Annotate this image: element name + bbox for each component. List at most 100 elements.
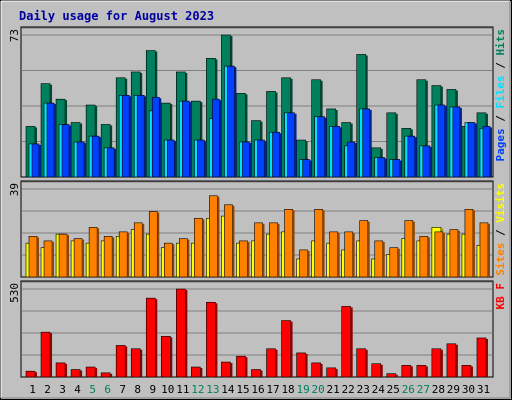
bar-side	[80, 370, 83, 377]
bar	[31, 143, 40, 178]
y-axis-max-label: 39	[8, 183, 21, 196]
bar-side	[337, 232, 340, 277]
bar-side	[39, 144, 41, 177]
bar	[461, 365, 472, 378]
bar	[58, 233, 68, 278]
bar-side	[159, 98, 162, 177]
bar	[326, 367, 336, 378]
bar-side	[189, 102, 192, 177]
bar-side	[114, 148, 117, 177]
bar	[206, 301, 216, 378]
x-tick-label: 17	[266, 383, 279, 396]
x-tick-label: 7	[119, 383, 126, 396]
bar	[191, 366, 201, 378]
bar-side	[459, 107, 462, 177]
bar-side	[50, 333, 53, 377]
bar-side	[264, 141, 267, 177]
bar	[100, 372, 111, 378]
legend-entry: Pages	[494, 128, 507, 161]
bar-side	[230, 363, 233, 377]
bar-side	[69, 125, 72, 177]
bar	[437, 104, 446, 178]
bar-side	[322, 210, 325, 277]
bar	[182, 100, 190, 178]
bar-side	[185, 290, 188, 377]
x-tick-label: 31	[477, 383, 490, 396]
bar-side	[99, 137, 102, 177]
bar-side	[350, 307, 353, 377]
bar	[115, 345, 126, 378]
bar-side	[95, 368, 98, 377]
bar	[452, 106, 461, 178]
x-tick-label: 21	[327, 383, 340, 396]
bar	[130, 348, 141, 378]
bar	[133, 222, 143, 278]
bar	[482, 126, 491, 178]
bar-side	[367, 221, 370, 277]
bar	[389, 247, 399, 278]
bar-side	[292, 210, 295, 277]
bar-side	[97, 228, 100, 277]
bar-side	[397, 248, 400, 277]
bar-side	[382, 241, 385, 277]
bar-side	[335, 368, 338, 377]
bar-side	[174, 141, 177, 177]
y-axis-max-label: 73	[8, 29, 21, 42]
bar	[404, 220, 414, 278]
bar	[317, 116, 325, 178]
bar-side	[489, 127, 492, 177]
bar-side	[142, 223, 145, 277]
x-tick-label: 8	[134, 383, 141, 396]
bar	[257, 139, 265, 178]
bar	[281, 320, 291, 378]
x-tick-label: 27	[417, 383, 430, 396]
bar-side	[444, 106, 447, 177]
bar	[85, 366, 96, 378]
bar	[46, 102, 55, 178]
bar-side	[380, 364, 383, 377]
x-tick-label: 10	[161, 383, 174, 396]
legend-entry: Sites	[494, 243, 507, 276]
legend-entry: Visits	[494, 183, 507, 223]
bar-side	[172, 244, 175, 277]
legend-entry: KB F	[494, 283, 507, 310]
bar-side	[455, 344, 458, 377]
bar-side	[395, 374, 398, 377]
bar-side	[412, 221, 415, 277]
bar	[311, 362, 321, 378]
bar	[434, 231, 444, 278]
bar	[287, 112, 295, 178]
panel-bottom: 530 KB F	[8, 280, 507, 378]
bar	[314, 209, 323, 278]
legend-separator: /	[494, 223, 507, 243]
x-tick-label: 25	[387, 383, 400, 396]
bar-side	[294, 113, 297, 177]
bar-side	[200, 368, 203, 377]
bar	[151, 96, 160, 178]
bar-side	[204, 141, 207, 177]
x-tick-label: 18	[281, 383, 294, 396]
x-axis-labels: 1 2 3 4 5 6 7 8 9 10 11 12 13 14 15 16 17 18 19 20 21 22 23 24 2…	[29, 383, 490, 396]
bar	[446, 343, 457, 378]
bar-side	[395, 113, 398, 177]
x-tick-label: 1	[29, 383, 36, 396]
bar-side	[279, 133, 282, 177]
bar-side	[249, 142, 252, 177]
bar-side	[157, 212, 160, 277]
bar	[431, 348, 442, 378]
x-tick-label: 15	[236, 383, 249, 396]
bar-side	[324, 117, 327, 177]
bar	[422, 145, 431, 178]
bar	[347, 141, 355, 178]
x-tick-label: 22	[342, 383, 355, 396]
bar-side	[112, 237, 115, 277]
bar	[386, 373, 397, 378]
bar	[254, 222, 263, 278]
bar	[163, 242, 173, 278]
bar-side	[369, 109, 372, 177]
bar-side	[307, 250, 310, 277]
x-tick-label: 4	[74, 383, 81, 396]
panel-top: 73 Pages / Files / Hits	[8, 26, 507, 178]
bar	[362, 108, 371, 178]
bar	[392, 159, 401, 178]
